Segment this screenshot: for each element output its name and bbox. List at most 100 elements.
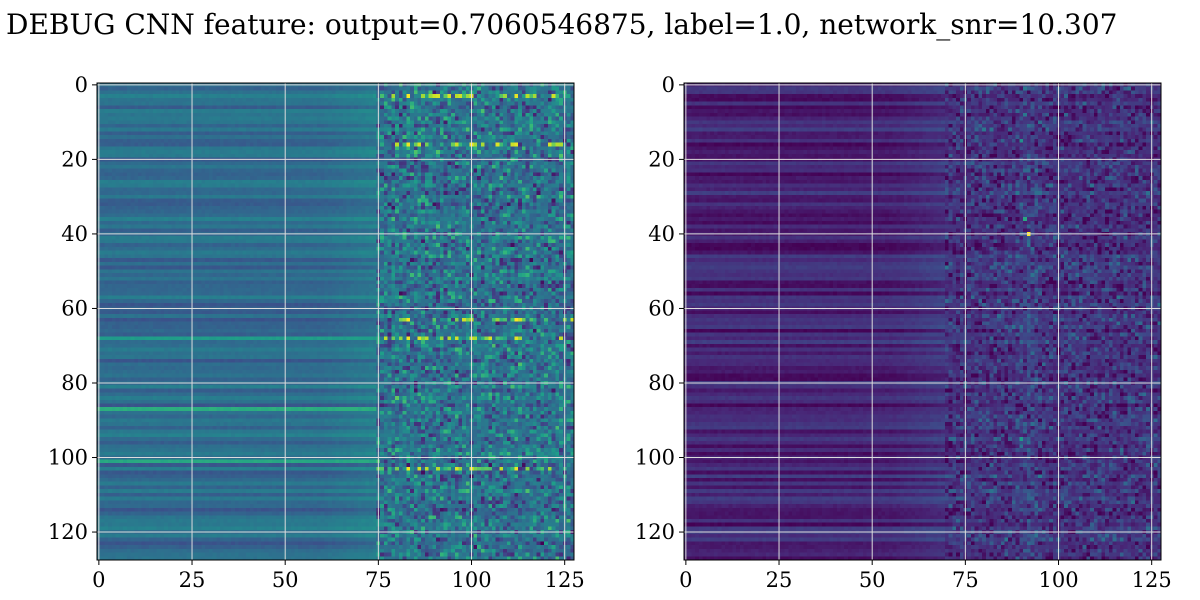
heatmap-cell bbox=[272, 101, 277, 106]
heatmap-cell bbox=[260, 150, 266, 155]
heatmap-cell bbox=[525, 187, 530, 192]
heatmap-cell bbox=[324, 105, 329, 110]
heatmap-cell bbox=[279, 164, 284, 170]
heatmap-cell bbox=[547, 120, 552, 125]
heatmap-cell bbox=[383, 194, 389, 199]
heatmap-cell bbox=[164, 172, 169, 177]
heatmap-cell bbox=[316, 172, 321, 177]
heatmap-cell bbox=[406, 116, 411, 121]
heatmap-cell bbox=[484, 120, 489, 125]
heatmap-cell bbox=[443, 213, 448, 218]
heatmap-cell bbox=[518, 135, 523, 140]
heatmap-cell bbox=[484, 112, 489, 117]
heatmap-cell bbox=[137, 168, 143, 173]
heatmap-cell bbox=[503, 97, 508, 102]
heatmap-cell bbox=[398, 168, 403, 173]
heatmap-cell bbox=[201, 142, 206, 147]
heatmap-cell bbox=[208, 183, 213, 188]
heatmap-cell bbox=[540, 123, 545, 129]
heatmap-cell bbox=[328, 164, 333, 170]
heatmap-cell bbox=[208, 101, 213, 106]
heatmap-cell bbox=[339, 123, 344, 129]
heatmap-cell bbox=[279, 109, 284, 114]
heatmap-cell bbox=[249, 179, 254, 184]
heatmap-cell bbox=[473, 217, 478, 222]
heatmap-cell bbox=[357, 191, 362, 196]
heatmap-cell bbox=[559, 109, 564, 114]
heatmap-cell bbox=[301, 187, 307, 192]
heatmap-cell bbox=[108, 150, 113, 155]
heatmap-cell bbox=[380, 209, 385, 214]
heatmap-cell bbox=[216, 205, 221, 211]
heatmap-cell bbox=[249, 138, 254, 143]
heatmap-cell bbox=[111, 127, 116, 132]
heatmap-cell bbox=[361, 146, 366, 151]
heatmap-cell bbox=[544, 168, 549, 173]
heatmap-cell bbox=[484, 198, 489, 203]
heatmap-cell bbox=[424, 205, 430, 211]
heatmap-cell bbox=[186, 217, 191, 222]
heatmap-cell bbox=[130, 142, 135, 147]
heatmap-cell bbox=[253, 112, 258, 117]
heatmap-cell bbox=[432, 209, 437, 214]
heatmap-cell bbox=[145, 109, 150, 114]
heatmap-cell bbox=[447, 205, 452, 211]
heatmap-cell bbox=[205, 135, 210, 140]
heatmap-cell bbox=[272, 191, 277, 196]
heatmap-cell bbox=[540, 105, 545, 110]
heatmap-cell bbox=[305, 191, 310, 196]
heatmap-cell bbox=[402, 120, 407, 125]
heatmap-cell bbox=[160, 109, 165, 114]
heatmap-cell bbox=[451, 205, 456, 211]
heatmap-cell bbox=[182, 153, 187, 158]
heatmap-cell bbox=[212, 164, 217, 170]
heatmap-cell bbox=[458, 116, 463, 121]
heatmap-cell bbox=[238, 112, 243, 117]
heatmap-cell bbox=[447, 187, 452, 192]
heatmap-cell bbox=[447, 161, 452, 166]
heatmap-cell bbox=[372, 135, 377, 140]
heatmap-cell bbox=[510, 123, 515, 129]
heatmap-cell bbox=[205, 116, 210, 121]
heatmap-cell bbox=[227, 191, 232, 196]
heatmap-cell bbox=[488, 138, 493, 143]
heatmap-cell bbox=[115, 194, 120, 199]
heatmap-cell bbox=[525, 123, 530, 129]
heatmap-cell bbox=[130, 198, 135, 203]
heatmap-cell bbox=[208, 120, 213, 125]
heatmap-cell bbox=[201, 135, 206, 140]
heatmap-cell bbox=[350, 150, 355, 155]
heatmap-cell bbox=[160, 135, 165, 140]
heatmap-cell bbox=[492, 112, 497, 117]
heatmap-cell bbox=[152, 142, 157, 147]
heatmap-cell bbox=[499, 205, 504, 211]
heatmap-cell bbox=[164, 161, 169, 166]
heatmap-cell bbox=[398, 161, 403, 166]
heatmap-cell bbox=[551, 194, 556, 199]
heatmap-cell bbox=[301, 116, 307, 121]
heatmap-cell bbox=[354, 191, 359, 196]
heatmap-cell bbox=[186, 86, 191, 91]
heatmap-cell bbox=[525, 120, 530, 125]
heatmap-cell bbox=[398, 194, 403, 199]
heatmap-cell bbox=[328, 187, 333, 192]
heatmap-cell bbox=[108, 109, 113, 114]
heatmap-cell bbox=[533, 209, 538, 214]
heatmap-cell bbox=[529, 213, 534, 218]
heatmap-cell bbox=[193, 172, 198, 177]
heatmap-cell bbox=[540, 224, 545, 229]
heatmap-cell bbox=[350, 142, 355, 147]
heatmap-cell bbox=[462, 202, 467, 207]
heatmap-cell bbox=[115, 191, 120, 196]
heatmap-cell bbox=[402, 172, 407, 177]
heatmap-cell bbox=[316, 183, 321, 188]
heatmap-cell bbox=[294, 97, 299, 102]
heatmap-cell bbox=[480, 164, 485, 170]
heatmap-cell bbox=[436, 120, 441, 125]
heatmap-cell bbox=[518, 202, 523, 207]
heatmap-cell bbox=[506, 135, 511, 140]
heatmap-cell bbox=[372, 220, 377, 225]
heatmap-cell bbox=[335, 135, 340, 140]
heatmap-cell bbox=[100, 172, 105, 177]
heatmap-cell bbox=[290, 127, 295, 132]
